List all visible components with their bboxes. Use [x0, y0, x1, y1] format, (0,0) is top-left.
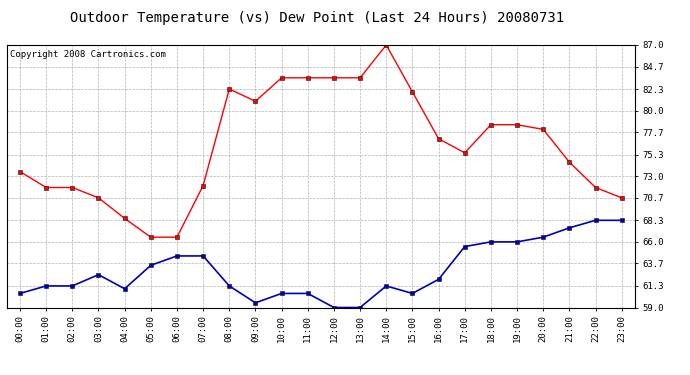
Text: Outdoor Temperature (vs) Dew Point (Last 24 Hours) 20080731: Outdoor Temperature (vs) Dew Point (Last… — [70, 11, 564, 25]
Text: Copyright 2008 Cartronics.com: Copyright 2008 Cartronics.com — [10, 50, 166, 59]
